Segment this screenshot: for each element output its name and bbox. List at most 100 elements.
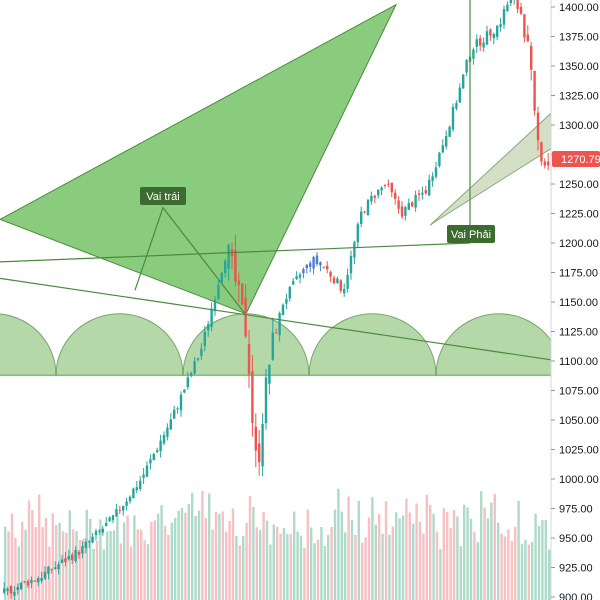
y-tick-label: 1225.00 [559, 209, 599, 221]
volume-bar [197, 510, 201, 600]
volume-bar [10, 513, 14, 600]
volume-bar [374, 524, 377, 600]
volume-bar [537, 526, 541, 600]
candle-body [237, 280, 240, 285]
volume-bar [398, 518, 401, 600]
candle-body [37, 578, 40, 583]
candle-body [309, 263, 312, 267]
volume-bar [272, 524, 275, 600]
candle-body [407, 203, 410, 210]
volume-bar [316, 539, 320, 600]
candle-body [176, 408, 179, 410]
volume-bar [61, 531, 65, 600]
candle-body [60, 559, 64, 563]
candle-body [380, 187, 383, 191]
y-tick-label: 1175.00 [559, 268, 598, 280]
candle-body [353, 242, 356, 258]
volume-bar [99, 519, 102, 600]
candle-body [533, 70, 536, 111]
candle-body [33, 580, 36, 582]
price-axis[interactable]: 900.00 925.00 950.00 975.00 1000.00 1025.00 10… [550, 0, 600, 600]
candle-body [251, 371, 254, 424]
candle-body [298, 274, 302, 278]
candle-body [20, 582, 23, 590]
candle-body [547, 161, 550, 166]
volume-bar [72, 529, 75, 600]
trendline-neckline-high[interactable] [0, 242, 471, 263]
candle-body [77, 552, 81, 555]
candle-body [94, 531, 98, 535]
candle-body [156, 450, 159, 452]
candle-body [506, 4, 509, 12]
candle-body [315, 255, 319, 264]
candle-body [343, 289, 346, 294]
volume-bar [425, 494, 428, 600]
candle-body [400, 206, 404, 217]
triangle-shape[interactable] [0, 3, 398, 315]
candle-body [523, 14, 526, 38]
candle-body [448, 126, 451, 137]
candle-body [530, 45, 533, 70]
volume-bar [214, 512, 218, 600]
candle-body [98, 530, 101, 532]
candle-body [482, 42, 485, 48]
volume-bar [55, 524, 58, 600]
volume-bar [531, 541, 534, 600]
volume-bar [133, 515, 136, 600]
candle-body [319, 262, 322, 266]
volume-bar [82, 538, 85, 600]
candle-body [173, 409, 176, 419]
pattern-labels: Vai trái Vai Phải [140, 187, 495, 243]
candle-body [43, 571, 47, 579]
candle-body [217, 284, 220, 299]
volume-bar [44, 517, 48, 600]
semicircle-pattern [0, 313, 563, 377]
triangle-drawing[interactable] [0, 3, 398, 315]
candle-body [356, 224, 359, 243]
volume-bar [174, 518, 177, 600]
candle-body [516, 0, 519, 9]
candle-body [203, 331, 206, 347]
right-shoulder-label-bg [447, 225, 495, 243]
volume-bar [340, 511, 343, 600]
candle-body [458, 87, 461, 103]
candle-body [536, 112, 540, 141]
volume-bar [449, 528, 452, 600]
candlesticks [3, 0, 550, 600]
volume-bar [354, 535, 357, 600]
volume-bar [7, 531, 10, 600]
candle-body [397, 200, 400, 209]
candle-body [47, 566, 50, 574]
candle-body [445, 136, 448, 147]
y-tick-label: 1350.00 [559, 61, 599, 73]
trendlines[interactable] [0, 0, 552, 361]
candle-body [179, 394, 183, 411]
trendline-neckline-low[interactable] [0, 277, 552, 361]
candle-body [241, 283, 244, 305]
volume-bar [517, 500, 520, 600]
candle-body [67, 556, 70, 560]
volume-bar [415, 503, 418, 600]
volume-bar [282, 528, 286, 600]
candle-body [540, 142, 543, 162]
volume-bar [136, 529, 139, 600]
candle-body [26, 581, 30, 586]
volume-bar [14, 538, 17, 600]
semicircle-arc [182, 313, 310, 376]
candle-body [526, 34, 529, 41]
candle-body [84, 541, 87, 549]
volume-bar [429, 505, 432, 600]
volume-bar [248, 495, 252, 600]
volume-bar [503, 536, 507, 600]
candle-body [366, 199, 370, 215]
candle-body [162, 434, 166, 444]
volume-bar [507, 529, 510, 600]
volume-bar [327, 535, 330, 600]
candle-body [196, 358, 200, 360]
y-tick-label: 1100.00 [559, 356, 598, 368]
volume-bar [21, 522, 24, 600]
candle-body [88, 541, 91, 543]
candle-body [465, 60, 468, 73]
last-price-tag: 1270.79 [552, 151, 600, 167]
